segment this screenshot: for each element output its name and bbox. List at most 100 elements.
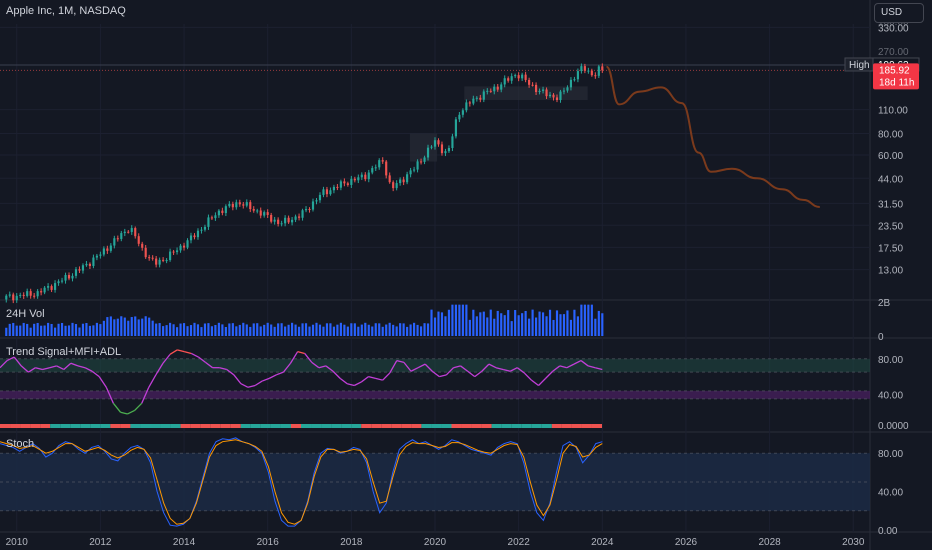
trend-signal-segment bbox=[541, 424, 552, 428]
candle-body bbox=[332, 186, 335, 191]
trend-pane-title[interactable]: Trend Signal+MFI+ADL bbox=[6, 346, 122, 358]
candle-body bbox=[576, 71, 579, 80]
candle-body bbox=[538, 90, 541, 93]
volume-bar bbox=[137, 319, 140, 336]
stoch-pane-title[interactable]: Stoch bbox=[6, 438, 35, 450]
candle-body bbox=[196, 230, 200, 238]
trend-signal-segment bbox=[391, 424, 402, 428]
volume-bar bbox=[332, 326, 335, 336]
volume-bar bbox=[419, 326, 423, 336]
volume-bar bbox=[67, 325, 71, 336]
trend-signal-segment bbox=[381, 424, 392, 428]
candle-body bbox=[242, 204, 245, 206]
candle-body bbox=[47, 286, 50, 288]
volume-bar bbox=[301, 323, 304, 336]
volume-bar bbox=[106, 317, 109, 336]
candle-body bbox=[102, 248, 105, 255]
mfi-line-segment bbox=[587, 365, 596, 369]
volume-bar bbox=[416, 324, 419, 336]
volume-bar bbox=[535, 317, 538, 336]
mfi-line-segment bbox=[325, 365, 334, 372]
mfi-line-segment bbox=[205, 361, 213, 369]
candle-body bbox=[360, 174, 363, 178]
volume-pane-title[interactable]: 24H Vol bbox=[6, 308, 45, 320]
candle-body bbox=[454, 119, 457, 137]
trend-signal-segment bbox=[551, 424, 562, 428]
candle-body bbox=[67, 274, 71, 279]
mfi-line-segment bbox=[297, 351, 305, 355]
candle-body bbox=[461, 110, 464, 115]
mfi-line-segment bbox=[49, 365, 57, 369]
volume-bar bbox=[517, 315, 520, 336]
candle-body bbox=[562, 90, 566, 92]
volume-bar bbox=[514, 310, 517, 336]
candle-body bbox=[151, 257, 154, 259]
mfi-line-segment bbox=[538, 377, 547, 386]
candle-body bbox=[601, 66, 604, 71]
mfi-line-segment bbox=[439, 374, 447, 378]
high-tag: High bbox=[849, 60, 870, 71]
trend-signal-segment bbox=[0, 424, 11, 428]
candle-body bbox=[423, 157, 426, 162]
candle-body bbox=[179, 245, 182, 251]
candle-body bbox=[594, 75, 597, 77]
mfi-line-segment bbox=[6, 356, 15, 362]
volume-bar bbox=[172, 324, 175, 336]
candle-body bbox=[440, 144, 444, 154]
symbol-title[interactable]: Apple Inc, 1M, NASDAQ bbox=[6, 5, 126, 17]
candle-body bbox=[57, 281, 60, 284]
price-tick-label: 110.00 bbox=[878, 106, 908, 117]
currency-button[interactable]: USD bbox=[874, 3, 924, 23]
candle-body bbox=[155, 258, 158, 265]
projection-curve bbox=[605, 65, 820, 208]
mfi-line-segment bbox=[360, 376, 369, 383]
volume-tick-label: 0 bbox=[878, 332, 884, 343]
candle-body bbox=[493, 86, 496, 92]
consolidation-box bbox=[409, 133, 438, 162]
candle-body bbox=[29, 291, 32, 296]
candle-body bbox=[496, 86, 499, 90]
volume-bar bbox=[503, 315, 506, 336]
volume-bar bbox=[430, 309, 433, 336]
trend-signal-segment bbox=[80, 424, 91, 428]
volume-bar bbox=[343, 324, 346, 336]
volume-bar bbox=[594, 318, 597, 336]
volume-bar bbox=[116, 318, 119, 336]
candle-body bbox=[297, 216, 301, 218]
trend-signal-segment bbox=[591, 424, 602, 428]
mfi-line-segment bbox=[35, 367, 43, 371]
volume-bar bbox=[601, 313, 604, 336]
volume-bar bbox=[576, 316, 579, 336]
candle-body bbox=[541, 89, 545, 91]
mfi-line-segment bbox=[566, 363, 575, 369]
volume-bar bbox=[378, 323, 381, 336]
mfi-line-segment bbox=[509, 367, 518, 372]
price-tick-label: 330.00 bbox=[878, 23, 909, 34]
volume-bar bbox=[277, 323, 280, 336]
candle-body bbox=[249, 202, 252, 210]
mfi-line-segment bbox=[445, 367, 454, 376]
candle-body bbox=[597, 66, 600, 76]
candle-body bbox=[95, 255, 98, 258]
candle-body bbox=[406, 174, 409, 183]
mfi-line-segment bbox=[134, 402, 143, 411]
candle-body bbox=[169, 251, 172, 261]
volume-bar bbox=[482, 311, 485, 336]
candle-body bbox=[287, 217, 290, 223]
volume-bar bbox=[263, 324, 266, 336]
candle-body bbox=[231, 203, 234, 208]
volume-bar bbox=[548, 309, 552, 336]
volume-bar bbox=[33, 323, 36, 336]
mfi-overbought-band bbox=[0, 358, 870, 373]
mfi-line-segment bbox=[77, 365, 86, 369]
mfi-oversold-band bbox=[0, 390, 870, 399]
candle-body bbox=[144, 247, 147, 258]
volume-bar bbox=[280, 323, 283, 336]
volume-bar bbox=[266, 322, 269, 336]
candle-body bbox=[40, 291, 43, 293]
mfi-line-segment bbox=[13, 356, 22, 367]
candle-body bbox=[371, 168, 374, 173]
volume-bar bbox=[196, 324, 200, 336]
candle-body bbox=[416, 161, 419, 170]
